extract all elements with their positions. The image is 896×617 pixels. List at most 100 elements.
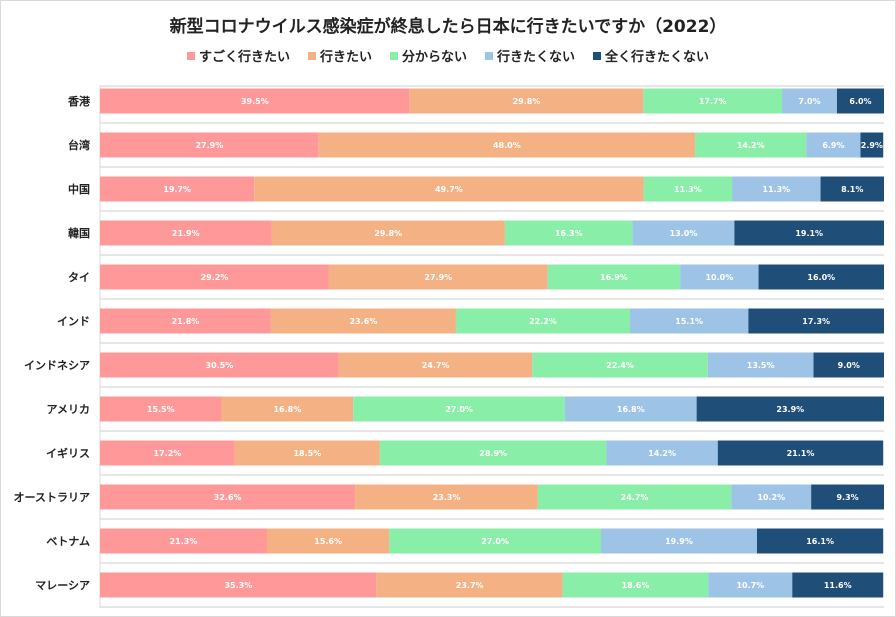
- bar-segment: [564, 396, 697, 422]
- legend-label: 行きたい: [319, 50, 372, 65]
- bar-segment: [254, 176, 644, 202]
- data-label: 6.0%: [849, 97, 871, 106]
- bar-segment: [811, 484, 884, 510]
- legend-item: 行きたくない: [485, 46, 575, 65]
- data-label: 16.1%: [806, 537, 834, 546]
- data-label: 10.0%: [705, 273, 733, 282]
- gridline: [100, 166, 884, 168]
- legend-label: すごく行きたい: [198, 50, 290, 65]
- bar-segment: [707, 352, 814, 378]
- data-label: 24.7%: [422, 361, 450, 370]
- data-label: 29.8%: [374, 229, 402, 238]
- data-label: 16.8%: [273, 405, 301, 414]
- data-label: 16.8%: [617, 405, 645, 414]
- category-label: タイ: [68, 271, 90, 284]
- data-label: 9.0%: [838, 361, 860, 370]
- bar-segment: [455, 308, 630, 334]
- data-label: 30.5%: [206, 361, 234, 370]
- legend-swatch: [307, 51, 316, 60]
- data-label: 11.3%: [674, 185, 702, 194]
- bar-segment: [547, 264, 681, 290]
- data-label: 15.6%: [314, 537, 342, 546]
- gridline: [100, 342, 884, 344]
- data-label: 21.9%: [172, 229, 200, 238]
- data-label: 29.8%: [513, 97, 541, 106]
- bar-segment: [695, 132, 807, 158]
- data-label: 18.5%: [293, 449, 321, 458]
- legend-item: 全く行きたくない: [593, 46, 709, 65]
- category-label: インド: [57, 315, 90, 328]
- bar-segment: [266, 528, 390, 554]
- data-label: 16.9%: [600, 273, 628, 282]
- bar-segment: [100, 132, 319, 158]
- bar-segment: [271, 220, 505, 246]
- bar-segment: [100, 440, 235, 466]
- data-label: 13.0%: [670, 229, 698, 238]
- bar-segment: [318, 132, 696, 158]
- bar-segment: [758, 264, 884, 290]
- data-label: 17.2%: [154, 449, 182, 458]
- gridline: [100, 518, 884, 520]
- data-label: 29.2%: [201, 273, 229, 282]
- legend-item: 行きたい: [307, 46, 372, 65]
- bar-segment: [221, 396, 354, 422]
- bar-segment: [100, 484, 356, 510]
- data-label: 23.3%: [433, 493, 461, 502]
- bar-segment: [537, 484, 732, 510]
- bar-segment: [600, 528, 757, 554]
- data-label: 39.5%: [241, 97, 269, 106]
- category-label: アメリカ: [47, 403, 90, 416]
- data-label: 16.0%: [807, 273, 835, 282]
- bar-segment: [100, 220, 272, 246]
- bar-segment: [756, 528, 884, 554]
- bar-segment: [782, 88, 837, 114]
- category-label: 中国: [68, 182, 90, 196]
- bar-segment: [643, 88, 783, 114]
- gridline: [100, 430, 884, 432]
- data-label: 49.7%: [435, 185, 463, 194]
- bar-segment: [820, 176, 884, 202]
- data-label: 22.4%: [606, 361, 634, 370]
- data-label: 27.0%: [481, 537, 509, 546]
- bar-segment: [409, 88, 644, 114]
- data-label: 11.6%: [824, 581, 852, 590]
- data-label: 23.9%: [776, 405, 804, 414]
- legend-swatch: [593, 51, 602, 60]
- category-label: マレーシア: [35, 579, 90, 592]
- data-label: 23.7%: [456, 581, 484, 590]
- data-label: 24.7%: [621, 493, 649, 502]
- gridline: [100, 562, 884, 564]
- gridline: [100, 474, 884, 476]
- bar-segment: [836, 88, 884, 114]
- legend: すごく行きたい 行きたい 分からない 行きたくない 全く行きたくない: [0, 46, 896, 65]
- bar-segment: [717, 440, 884, 466]
- bar-segment: [353, 396, 565, 422]
- data-label: 21.3%: [170, 537, 198, 546]
- bar-segment: [338, 352, 533, 378]
- bar-segment: [234, 440, 380, 466]
- bar-segment: [355, 484, 538, 510]
- gridline: [100, 386, 884, 388]
- category-label: オーストラリア: [14, 491, 90, 504]
- data-label: 28.9%: [479, 449, 507, 458]
- data-label: 17.7%: [699, 97, 727, 106]
- bar-segment: [328, 264, 548, 290]
- gridline: [100, 85, 884, 87]
- bar-segment: [792, 572, 884, 598]
- data-label: 14.2%: [737, 141, 765, 150]
- category-label: ベトナム: [46, 535, 90, 548]
- bar-segment: [731, 484, 812, 510]
- legend-label: 分からない: [401, 50, 467, 65]
- data-label: 22.2%: [529, 317, 557, 326]
- data-label: 17.3%: [802, 317, 830, 326]
- bar-segment: [100, 264, 329, 290]
- bar-segment: [813, 352, 884, 378]
- legend-item: すごく行きたい: [186, 46, 290, 65]
- bar-segment: [860, 132, 884, 158]
- category-label: イギリス: [46, 446, 90, 460]
- data-label: 27.9%: [195, 141, 223, 150]
- data-label: 21.1%: [787, 449, 815, 458]
- bar-segment: [270, 308, 456, 334]
- data-label: 48.0%: [493, 141, 521, 150]
